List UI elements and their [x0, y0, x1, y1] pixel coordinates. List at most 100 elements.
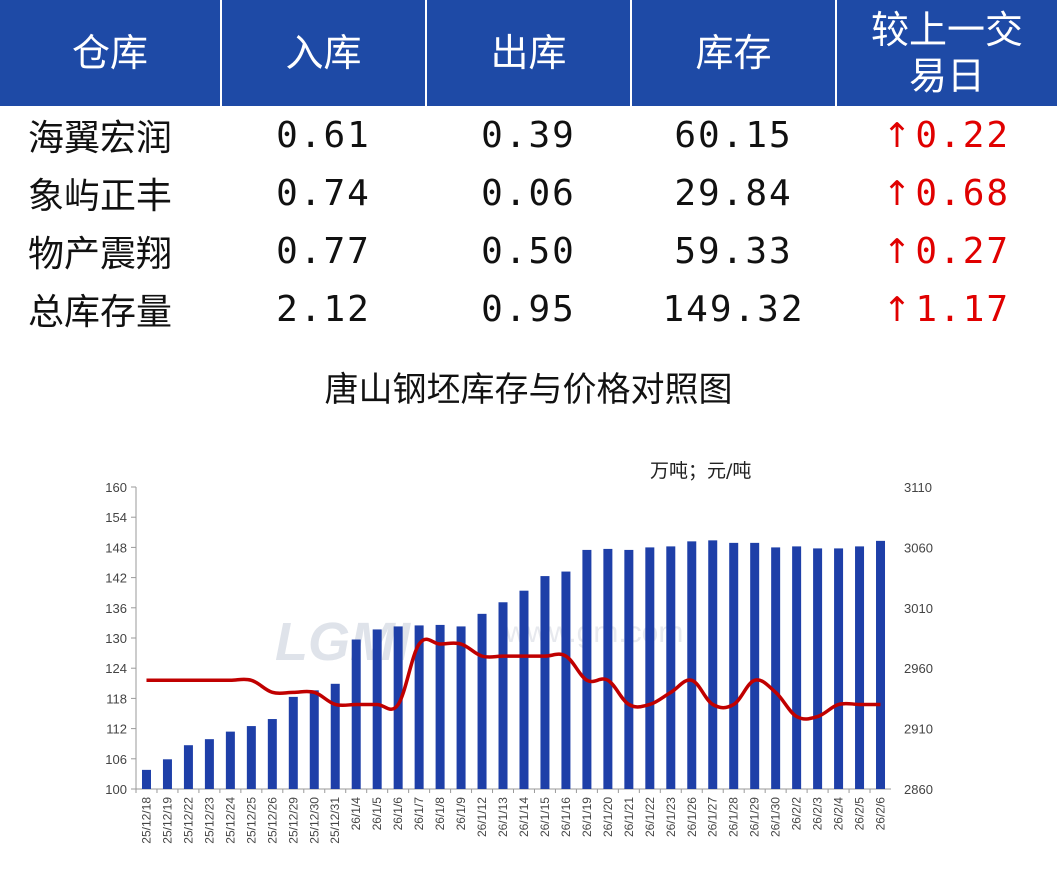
inventory-bar	[603, 548, 613, 789]
stock-value: 59.33	[674, 230, 793, 272]
x-tick-label: 26/2/2	[790, 797, 804, 831]
x-tick-label: 25/12/23	[202, 797, 216, 844]
right-tick-label: 2960	[904, 661, 933, 676]
right-tick-label: 3110	[904, 480, 932, 495]
inventory-bar	[561, 571, 571, 789]
inventory-bar	[687, 541, 697, 789]
inbound-value: 0.61	[276, 114, 371, 156]
x-tick-label: 25/12/24	[223, 797, 237, 844]
table-row: 物产震翔 0.77 0.50 59.33 ↑0.27	[0, 222, 1057, 280]
change-number: 0.27	[915, 230, 1011, 272]
x-tick-label: 25/12/30	[307, 797, 321, 844]
inventory-bar	[330, 683, 340, 789]
left-tick-label: 136	[105, 601, 127, 616]
inventory-bar	[876, 540, 886, 789]
stock-value: 60.15	[674, 114, 793, 156]
left-tick-label: 154	[105, 510, 127, 525]
change-number: 0.22	[915, 114, 1011, 156]
watermark-url: www.gm.com	[504, 616, 683, 649]
inventory-bar	[750, 542, 760, 789]
inventory-bar	[435, 624, 445, 789]
price-line	[146, 637, 881, 721]
inventory-bar	[225, 731, 235, 789]
header-warehouse: 仓库	[0, 0, 222, 106]
header-stock: 库存	[631, 0, 837, 106]
inventory-bar	[666, 546, 676, 789]
inventory-bar	[624, 549, 634, 789]
x-tick-label: 25/12/19	[160, 797, 174, 844]
change-value: ↑0.27	[836, 222, 1057, 280]
inventory-bar	[456, 626, 466, 789]
header-inbound: 入库	[221, 0, 427, 106]
change-value: ↑1.17	[836, 280, 1057, 338]
inventory-bar	[393, 626, 403, 789]
chart-unit-label: 万吨；元/吨	[650, 460, 752, 482]
table-row: 海翼宏润 0.61 0.39 60.15 ↑0.22	[0, 106, 1057, 164]
inventory-bar	[162, 759, 172, 789]
outbound-value: 0.39	[481, 114, 576, 156]
x-tick-label: 25/12/25	[244, 797, 258, 844]
warehouse-name: 海翼宏润	[28, 118, 173, 159]
table-row: 象屿正丰 0.74 0.06 29.84 ↑0.68	[0, 164, 1057, 222]
inventory-bar	[771, 547, 781, 789]
inventory-bar	[708, 540, 718, 789]
inventory-bar	[519, 590, 529, 789]
right-tick-label: 3010	[904, 601, 933, 616]
x-tick-label: 26/1/12	[475, 797, 489, 837]
chart-title: 唐山钢坯库存与价格对照图	[324, 370, 733, 410]
x-tick-label: 26/2/3	[811, 797, 825, 831]
x-tick-label: 26/1/9	[454, 797, 468, 831]
inventory-bar	[855, 546, 865, 789]
left-tick-label: 148	[105, 540, 127, 555]
inventory-bar	[246, 726, 256, 789]
x-tick-label: 25/12/18	[139, 797, 153, 844]
left-tick-label: 100	[105, 782, 127, 797]
x-tick-label: 26/1/15	[538, 797, 552, 837]
stock-value: 149.32	[662, 288, 805, 330]
change-number: 0.68	[915, 172, 1011, 214]
inventory-bar	[351, 639, 361, 789]
left-tick-label: 142	[105, 571, 127, 586]
right-tick-label: 3060	[904, 540, 933, 555]
left-tick-label: 106	[105, 752, 127, 767]
inventory-bar	[540, 576, 550, 789]
x-tick-label: 26/1/27	[706, 797, 720, 837]
left-tick-label: 160	[105, 480, 127, 495]
warehouse-name: 象屿正丰	[28, 176, 173, 217]
inventory-bar	[267, 719, 277, 789]
inventory-bar	[834, 548, 844, 789]
stock-value: 29.84	[674, 172, 793, 214]
x-tick-label: 26/1/8	[433, 797, 447, 831]
inventory-bar	[414, 625, 424, 789]
inventory-bar	[645, 547, 655, 789]
x-tick-label: 26/1/26	[685, 797, 699, 837]
inventory-bar	[372, 629, 382, 789]
x-tick-label: 26/1/21	[622, 797, 636, 837]
left-tick-label: 130	[105, 631, 127, 646]
inbound-value: 0.77	[276, 230, 371, 272]
x-tick-label: 26/1/19	[580, 797, 594, 837]
inventory-bar	[813, 548, 823, 789]
x-tick-label: 26/1/14	[517, 797, 531, 837]
up-arrow-icon: ↑	[882, 289, 914, 330]
outbound-value: 0.06	[481, 172, 576, 214]
x-tick-label: 26/1/6	[391, 797, 405, 831]
inbound-value: 0.74	[276, 172, 371, 214]
table-header-row: 仓库 入库 出库 库存 较上一交 易日	[0, 0, 1057, 106]
x-tick-label: 25/12/22	[181, 797, 195, 844]
x-tick-label: 25/12/26	[265, 797, 279, 844]
outbound-value: 0.95	[481, 288, 576, 330]
up-arrow-icon: ↑	[882, 173, 914, 214]
x-tick-label: 26/1/16	[559, 797, 573, 837]
x-tick-label: 26/2/6	[874, 797, 888, 831]
header-change: 较上一交 易日	[836, 0, 1057, 106]
inventory-bar	[729, 542, 739, 789]
x-tick-label: 25/12/29	[286, 797, 300, 844]
watermark-logo: LGMI	[275, 612, 411, 672]
x-tick-label: 26/1/4	[349, 797, 363, 831]
x-tick-label: 26/1/30	[769, 797, 783, 837]
x-tick-label: 26/1/5	[370, 797, 384, 831]
inventory-bar	[183, 745, 193, 789]
inventory-bar	[288, 696, 298, 789]
